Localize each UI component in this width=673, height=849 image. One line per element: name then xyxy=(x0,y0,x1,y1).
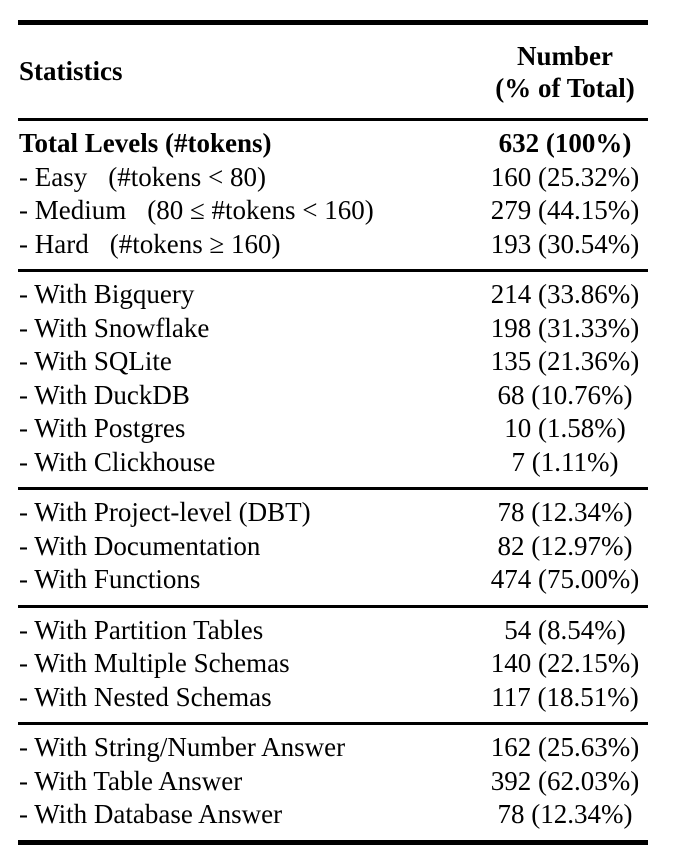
row-value: 162 (25.63%) xyxy=(490,732,640,762)
table-row-multiple-schemas: - With Multiple Schemas 140 (22.15%) xyxy=(18,647,648,681)
table-header-row: Statistics Number (% of Total) xyxy=(18,20,648,121)
section-schemas: - With Partition Tables 54 (8.54%) - Wit… xyxy=(18,608,648,725)
row-condition: (#tokens ≥ 160) xyxy=(109,228,281,259)
row-label: - With Functions xyxy=(19,564,201,594)
row-label: - With DuckDB xyxy=(19,379,190,410)
row-label: - With SQLite xyxy=(19,346,172,376)
row-label: - With Bigquery xyxy=(19,279,195,309)
table-row-nested-schemas: - With Nested Schemas 117 (18.51%) xyxy=(18,681,648,715)
row-label: - With Nested Schemas xyxy=(19,681,272,712)
table-row-database-answer: - With Database Answer 78 (12.34%) xyxy=(18,798,648,832)
table-row-postgres: - With Postgres 10 (1.58%) xyxy=(18,412,648,446)
table-row-total-levels: Total Levels (#tokens) 632 (100%) xyxy=(18,127,648,161)
row-value: 279 (44.15%) xyxy=(490,195,640,225)
table-row-clickhouse: - With Clickhouse 7 (1.11%) xyxy=(18,446,648,480)
section-databases: - With Bigquery 214 (33.86%) - With Snow… xyxy=(18,272,648,490)
table-row-table-answer: - With Table Answer 392 (62.03%) xyxy=(18,765,648,799)
row-label-text: - Easy xyxy=(19,161,88,192)
table-row-hard: - Hard (#tokens ≥ 160) 193 (30.54%) xyxy=(18,228,648,262)
number-column-header: Number (% of Total) xyxy=(482,40,648,104)
row-value: 78 (12.34%) xyxy=(497,799,633,829)
table-row-documentation: - With Documentation 82 (12.97%) xyxy=(18,530,648,564)
row-label-text: - Medium xyxy=(19,195,127,225)
table-row-project-level: - With Project-level (DBT) 78 (12.34%) xyxy=(18,496,648,530)
row-value: 632 (100%) xyxy=(498,128,632,158)
row-condition: (80 ≤ #tokens < 160) xyxy=(147,195,374,225)
row-label-text: - Hard xyxy=(19,228,89,259)
row-value: 54 (8.54%) xyxy=(504,614,626,645)
table-row-string-number-answer: - With String/Number Answer 162 (25.63%) xyxy=(18,731,648,765)
row-value: 68 (10.76%) xyxy=(497,379,633,410)
table-row-easy: - Easy (#tokens < 80) 160 (25.32%) xyxy=(18,161,648,195)
row-value: 7 (1.11%) xyxy=(511,446,619,477)
table-row-bigquery: - With Bigquery 214 (33.86%) xyxy=(18,278,648,312)
row-value: 474 (75.00%) xyxy=(490,564,640,594)
table-row-sqlite: - With SQLite 135 (21.36%) xyxy=(18,345,648,379)
section-levels: Total Levels (#tokens) 632 (100%) - Easy… xyxy=(18,121,648,272)
table-row-snowflake: - With Snowflake 198 (31.33%) xyxy=(18,312,648,346)
row-value: 392 (62.03%) xyxy=(490,765,640,796)
row-label: - With Multiple Schemas xyxy=(19,648,290,678)
row-label: - With Database Answer xyxy=(19,799,283,829)
row-value: 198 (31.33%) xyxy=(490,312,640,343)
row-value: 160 (25.32%) xyxy=(490,161,640,192)
row-label: - With Clickhouse xyxy=(19,446,216,477)
row-value: 193 (30.54%) xyxy=(490,228,640,259)
row-value: 10 (1.58%) xyxy=(504,413,626,443)
row-value: 82 (12.97%) xyxy=(497,530,633,561)
row-label: - Medium (80 ≤ #tokens < 160) xyxy=(18,194,482,228)
row-label: - With Documentation xyxy=(19,530,261,561)
row-condition: (#tokens < 80) xyxy=(108,161,266,192)
row-label: - With Project-level (DBT) xyxy=(19,497,311,527)
table-row-duckdb: - With DuckDB 68 (10.76%) xyxy=(18,379,648,413)
statistics-table: Statistics Number (% of Total) Total Lev… xyxy=(18,20,648,845)
section-answers: - With String/Number Answer 162 (25.63%)… xyxy=(18,725,648,845)
statistics-column-header: Statistics xyxy=(19,55,123,86)
row-value: 117 (18.51%) xyxy=(491,681,639,712)
row-value: 78 (12.34%) xyxy=(497,497,633,527)
section-features: - With Project-level (DBT) 78 (12.34%) -… xyxy=(18,490,648,608)
row-label: - With Partition Tables xyxy=(19,614,264,645)
table-row-functions: - With Functions 474 (75.00%) xyxy=(18,563,648,597)
row-value: 135 (21.36%) xyxy=(490,346,640,376)
table-row-medium: - Medium (80 ≤ #tokens < 160) 279 (44.15%… xyxy=(18,194,648,228)
row-label: Total Levels (#tokens) xyxy=(19,128,272,158)
row-label: - Hard (#tokens ≥ 160) xyxy=(18,228,482,262)
number-column-header-line2: (% of Total) xyxy=(495,72,635,103)
number-column-header-line1: Number xyxy=(517,40,613,71)
row-label: - With String/Number Answer xyxy=(19,732,346,762)
row-value: 214 (33.86%) xyxy=(490,279,640,309)
row-label: - With Postgres xyxy=(19,413,186,443)
row-value: 140 (22.15%) xyxy=(490,648,640,678)
row-label: - Easy (#tokens < 80) xyxy=(18,161,482,195)
table-row-partition-tables: - With Partition Tables 54 (8.54%) xyxy=(18,614,648,648)
row-label: - With Snowflake xyxy=(19,312,210,343)
row-label: - With Table Answer xyxy=(19,765,243,796)
